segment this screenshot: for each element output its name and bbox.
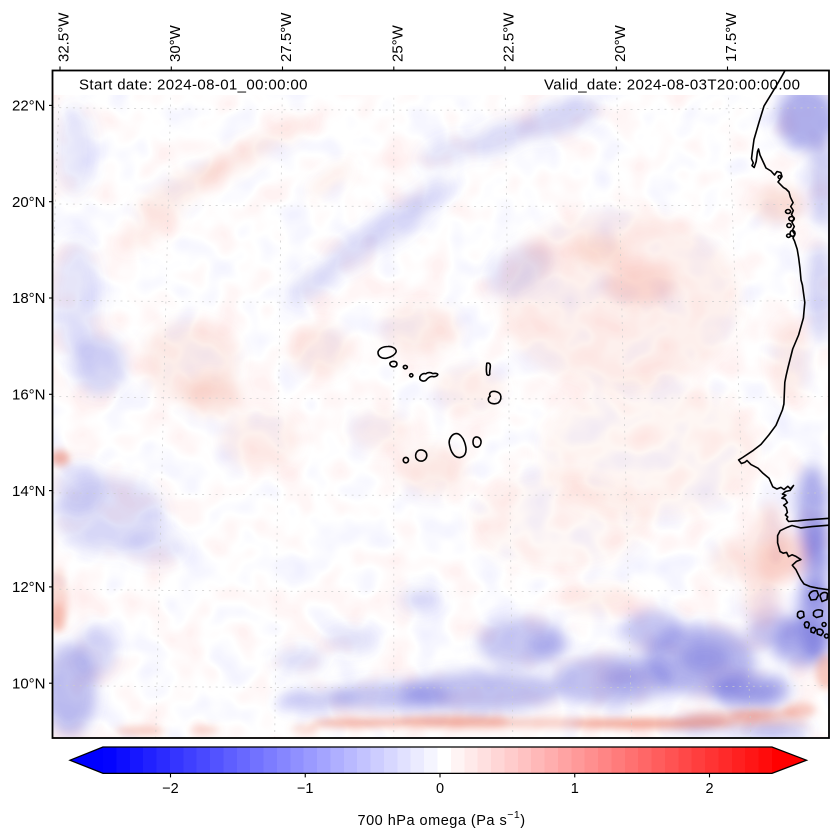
svg-text:Valid_date: 2024-08-03T20:00:0: Valid_date: 2024-08-03T20:00:00.00 — [544, 77, 800, 94]
svg-text:18°N: 18°N — [12, 290, 46, 307]
svg-text:Start date: 2024-08-01_00:00:0: Start date: 2024-08-01_00:00:00 — [79, 77, 308, 94]
svg-text:1: 1 — [571, 781, 579, 797]
svg-text:−1: −1 — [297, 781, 314, 797]
svg-text:17.5°W: 17.5°W — [723, 12, 740, 62]
svg-text:27.5°W: 27.5°W — [278, 12, 295, 62]
svg-text:20°W: 20°W — [612, 24, 629, 62]
svg-text:22.5°W: 22.5°W — [501, 12, 518, 62]
svg-text:16°N: 16°N — [12, 387, 46, 404]
svg-text:2: 2 — [705, 781, 713, 797]
svg-text:−2: −2 — [162, 781, 179, 797]
svg-text:700 hPa omega (Pa s−1): 700 hPa omega (Pa s−1) — [358, 809, 526, 829]
svg-text:25°W: 25°W — [390, 24, 407, 62]
svg-text:32.5°W: 32.5°W — [56, 12, 73, 62]
svg-text:20°N: 20°N — [12, 194, 46, 211]
svg-text:10°N: 10°N — [12, 675, 46, 692]
svg-text:30°W: 30°W — [167, 24, 184, 62]
svg-text:12°N: 12°N — [12, 579, 46, 596]
svg-text:14°N: 14°N — [12, 483, 46, 500]
svg-text:0: 0 — [436, 781, 444, 797]
svg-text:22°N: 22°N — [12, 98, 46, 115]
